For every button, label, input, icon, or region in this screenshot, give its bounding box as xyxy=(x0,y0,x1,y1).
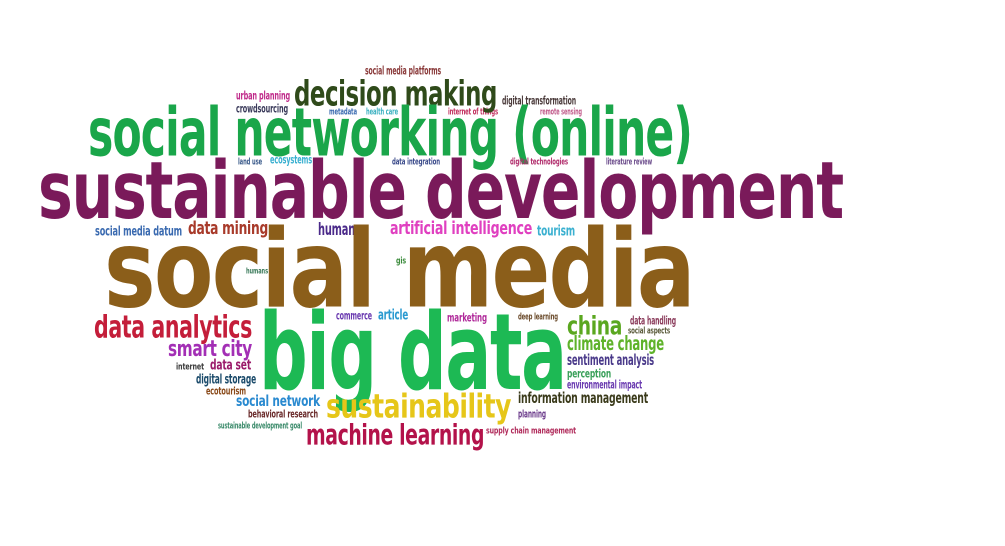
word-china: china xyxy=(567,310,623,341)
word-digital-storage: digital storage xyxy=(196,371,257,387)
word-land-use: land use xyxy=(238,156,262,167)
word-machine-learning: machine learning xyxy=(306,418,485,452)
word-social-media: social media xyxy=(104,206,695,333)
word-artificial-intelligence: artificial intelligence xyxy=(390,217,533,239)
word-urban-planning: urban planning xyxy=(236,88,291,103)
word-decision-making: decision making xyxy=(294,73,497,114)
word-digital-transformation: digital transformation xyxy=(502,93,576,108)
word-supply-chain-management: supply chain management xyxy=(486,425,577,436)
word-social-aspects: social aspects xyxy=(628,325,671,336)
word-data-mining: data mining xyxy=(188,217,268,239)
word-commerce: commerce xyxy=(336,308,372,323)
word-deep-learning: deep learning xyxy=(518,311,558,322)
word-humans: humans xyxy=(246,266,268,276)
word-social-media-datum: social media datum xyxy=(95,223,182,239)
word-climate-change: climate change xyxy=(567,332,664,355)
word-data-set: data set xyxy=(210,356,252,373)
word-data-analytics: data analytics xyxy=(94,308,252,345)
word-marketing: marketing xyxy=(447,310,487,325)
word-sentiment-analysis: sentiment analysis xyxy=(567,350,655,369)
word-ecosystems: ecosystems xyxy=(270,152,313,167)
word-ecotourism: ecotourism xyxy=(206,384,246,397)
word-planning: planning xyxy=(518,407,546,420)
word-crowdsourcing: crowdsourcing xyxy=(236,101,289,116)
word-environmental-impact: environmental impact xyxy=(567,377,642,392)
word-internet-of-things: internet of things xyxy=(448,106,498,117)
word-behavioral-research: behavioral research xyxy=(248,407,318,420)
word-metadata: metadata xyxy=(329,106,357,117)
word-social-networking-online: social networking (online) xyxy=(88,93,693,172)
word-perception: perception xyxy=(567,366,612,381)
word-remote-sensing: remote sensing xyxy=(540,106,582,117)
word-literature-review: literature review xyxy=(606,156,652,167)
word-social-media-platforms: social media platforms xyxy=(365,63,441,78)
word-smart-city: smart city xyxy=(168,335,252,362)
word-tourism: tourism xyxy=(537,222,576,239)
word-data-handling: data handling xyxy=(630,313,676,328)
word-sustainable-development: sustainable development xyxy=(38,144,844,238)
word-social-network: social network xyxy=(236,391,321,410)
word-big-data: big data xyxy=(259,289,567,415)
word-sustainability: sustainability xyxy=(326,386,511,426)
word-information-management: information management xyxy=(518,388,649,407)
word-digital-technologies: digital technologies xyxy=(510,156,569,167)
word-data-integration: data integration xyxy=(392,156,440,167)
word-internet: internet xyxy=(176,361,205,372)
word-health-care: health care xyxy=(366,106,399,117)
word-article: article xyxy=(378,306,409,323)
word-sustainable-development-goal: sustainable development goal xyxy=(218,420,302,431)
word-human: human xyxy=(318,219,356,240)
word-gis: gis xyxy=(396,255,407,266)
